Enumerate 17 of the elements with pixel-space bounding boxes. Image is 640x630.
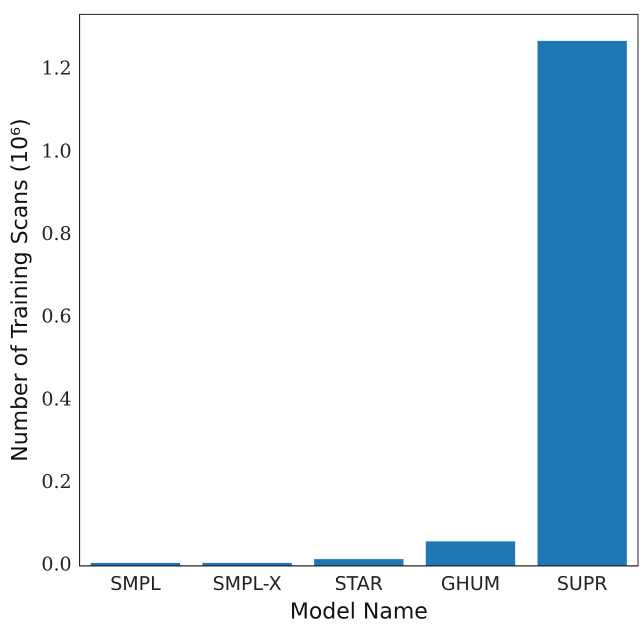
bar [314, 559, 404, 566]
x-tick-label: GHUM [440, 573, 500, 596]
y-tick-label: 0.4 [41, 388, 72, 410]
bar [537, 40, 627, 566]
x-axis-title: Model Name [290, 600, 428, 625]
y-axis-title: Number of Training Scans (10⁶) [8, 118, 33, 462]
x-tick-label: SMPL [110, 573, 162, 596]
y-tick-label: 0.0 [41, 554, 72, 576]
bar [426, 541, 516, 566]
y-tick-label: 0.8 [41, 223, 72, 246]
y-tick-label: 0.6 [41, 306, 72, 328]
x-tick-label: SMPL-X [212, 573, 282, 596]
x-tick-label: STAR [334, 573, 384, 596]
y-tick-label: 1.2 [41, 58, 72, 80]
y-tick-label: 1.0 [41, 140, 72, 162]
x-tick-label: SUPR [556, 573, 608, 596]
y-tick-label: 0.2 [41, 471, 72, 494]
